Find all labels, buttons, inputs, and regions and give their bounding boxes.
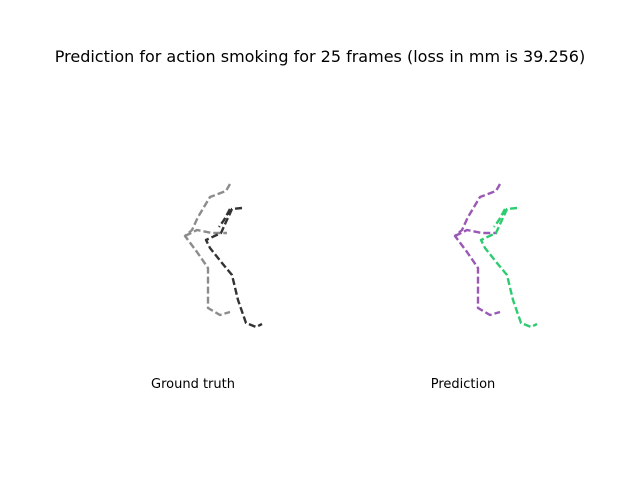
prediction-skeleton	[453, 183, 538, 329]
prediction-right-limb-0	[479, 206, 538, 329]
prediction-left-limb-1	[454, 228, 497, 238]
ground-truth-left-limb-0	[183, 183, 232, 317]
ground-truth-right-limb-1	[218, 208, 232, 228]
ground-truth-left-limb-1	[184, 228, 227, 238]
prediction-left-limb-0	[453, 183, 502, 317]
ground-truth-right-limb-0	[204, 206, 263, 329]
figure-title: Prediction for action smoking for 25 fra…	[55, 47, 585, 66]
ground-truth-panel: Ground truth	[151, 183, 263, 392]
ground-truth-skeleton	[183, 183, 263, 329]
ground-truth-caption: Ground truth	[151, 377, 235, 392]
prediction-panel: Prediction	[431, 183, 538, 392]
prediction-right-limb-1	[493, 208, 507, 228]
prediction-caption: Prediction	[431, 377, 496, 392]
